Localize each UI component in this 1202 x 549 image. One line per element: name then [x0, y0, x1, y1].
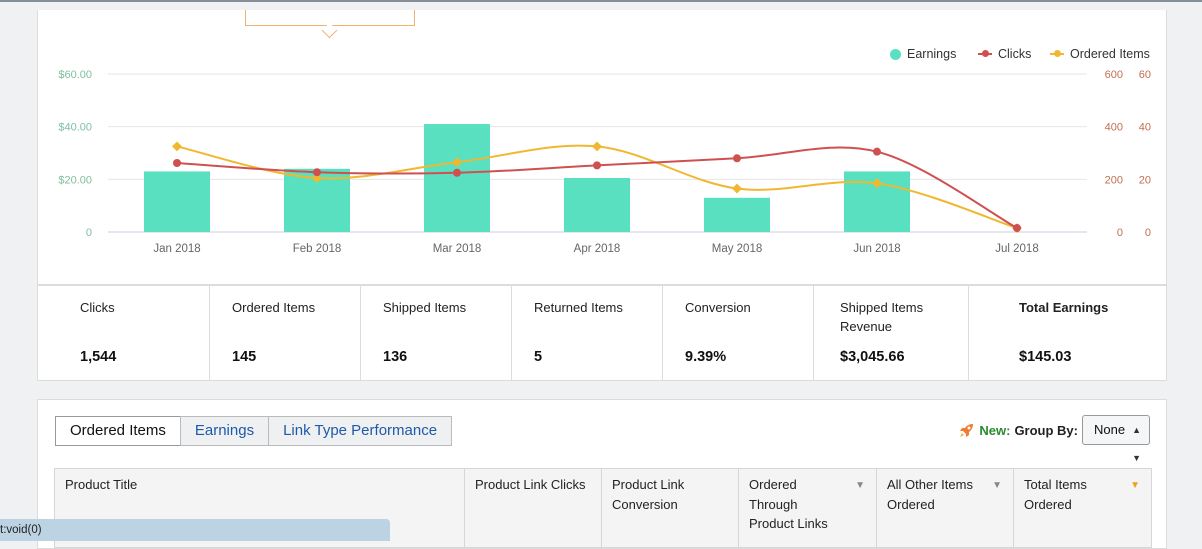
clicks-point	[173, 159, 181, 168]
column-product-link-clicks[interactable]: Product Link Clicks	[465, 469, 602, 547]
earnings-legend-icon	[890, 48, 901, 60]
earnings-chart: $60.00$40.00$20.00060040020006040200Jan …	[58, 69, 1151, 255]
clicks-legend-icon	[978, 50, 992, 57]
legend-clicks[interactable]: Clicks	[978, 47, 1031, 61]
y-tick-right-ordered: 20	[1139, 174, 1151, 186]
top-bar	[0, 0, 1202, 10]
stat-clicks: Clicks 1,544	[38, 286, 210, 380]
column-ordered-through-links[interactable]: Ordered Through Product Links ▼	[739, 469, 877, 547]
column-label: Total Items Ordered	[1024, 477, 1087, 512]
stat-returned-items: Returned Items 5	[512, 286, 663, 380]
y-tick-right-clicks: 400	[1105, 122, 1123, 134]
group-by-value: None	[1094, 422, 1126, 437]
sort-down-icon[interactable]: ▼	[992, 480, 1002, 491]
ordered-items-point	[452, 157, 462, 168]
column-product-title[interactable]: Product Title	[55, 469, 465, 547]
y-tick-right-ordered: 60	[1139, 69, 1151, 81]
ordered-items-point	[312, 173, 322, 183]
y-tick-left: $40.00	[58, 122, 92, 134]
x-tick-label: Jul 2018	[995, 243, 1038, 255]
tab-earnings[interactable]: Earnings	[179, 416, 270, 446]
stat-label: Conversion	[685, 300, 751, 315]
stat-value: $145.03	[1019, 349, 1072, 365]
x-tick-label: Feb 2018	[293, 243, 342, 255]
y-tick-right-clicks: 0	[1117, 227, 1123, 239]
column-label: Product Link Clicks	[475, 477, 586, 492]
ordered-items-point	[172, 141, 182, 152]
select-arrows-icon: ▲ ▼	[1132, 425, 1141, 463]
y-tick-right-clicks: 200	[1105, 174, 1123, 186]
stat-value: $3,045.66	[840, 349, 905, 365]
earnings-bar	[704, 197, 770, 232]
legend-ordered-items[interactable]: Ordered Items	[1050, 47, 1150, 61]
sort-active-icon[interactable]: ▼	[1130, 480, 1140, 491]
earnings-bar	[144, 171, 210, 232]
stat-value: 145	[232, 349, 257, 365]
x-tick-label: Jan 2018	[153, 243, 200, 255]
column-label: Product Link Conversion	[612, 477, 685, 512]
y-tick-right-ordered: 0	[1145, 227, 1151, 239]
legend-earnings[interactable]: Earnings	[890, 47, 956, 61]
column-label: Product Title	[65, 477, 138, 492]
top-border	[0, 0, 1202, 2]
sort-down-icon[interactable]: ▼	[855, 480, 865, 491]
y-tick-left: $60.00	[58, 69, 92, 81]
legend-ordered-items-label: Ordered Items	[1070, 47, 1150, 61]
clicks-point	[593, 161, 601, 170]
stat-label: Total Earnings	[1019, 300, 1109, 315]
clicks-point	[873, 147, 881, 156]
browser-status-bar: t:void(0)	[0, 519, 390, 541]
stat-label: Ordered Items	[232, 300, 316, 315]
stat-ordered-items: Ordered Items 145	[210, 286, 361, 380]
legend-clicks-label: Clicks	[998, 47, 1032, 61]
stat-label: Returned Items	[534, 300, 623, 315]
stat-conversion: Conversion 9.39%	[663, 286, 814, 380]
x-tick-label: Apr 2018	[574, 243, 621, 255]
y-tick-left: 0	[86, 227, 92, 239]
column-all-other-items[interactable]: All Other Items Ordered ▼	[877, 469, 1014, 547]
tooltip-callout	[245, 10, 415, 26]
stat-value: 136	[383, 349, 408, 365]
x-tick-label: Mar 2018	[433, 243, 482, 255]
legend-earnings-label: Earnings	[907, 47, 957, 61]
y-tick-right-clicks: 600	[1105, 69, 1123, 81]
ordered-items-point	[592, 141, 602, 152]
clicks-point	[453, 168, 461, 177]
stat-value: 5	[534, 349, 543, 365]
column-label: All Other Items Ordered	[887, 477, 973, 512]
stat-shipped-revenue: Shipped Items Revenue $3,045.66	[814, 286, 969, 380]
rocket-icon	[960, 424, 974, 437]
column-total-items-ordered[interactable]: Total Items Ordered ▼	[1014, 469, 1151, 547]
clicks-point	[733, 154, 741, 163]
ordered-items-point	[872, 178, 882, 189]
stat-value: 1,544	[80, 349, 117, 365]
column-label: Ordered Through Product Links	[749, 477, 828, 531]
new-badge: New:	[979, 422, 1011, 438]
report-tabs: Ordered Items Earnings Link Type Perform…	[55, 416, 453, 446]
ordered-items-point	[732, 183, 742, 194]
y-tick-left: $20.00	[58, 174, 92, 186]
x-tick-label: Jun 2018	[853, 243, 900, 255]
clicks-point	[1013, 224, 1021, 233]
stats-summary: Clicks 1,544 Ordered Items 145 Shipped I…	[37, 285, 1167, 381]
tab-ordered-items[interactable]: Ordered Items	[55, 416, 181, 446]
group-by-control: New: Group By: None ▲ ▼	[959, 415, 1150, 463]
earnings-bar	[564, 178, 630, 232]
stat-shipped-items: Shipped Items 136	[361, 286, 512, 380]
earnings-bar	[424, 124, 490, 232]
chart-panel: Earnings Clicks Ordered Items $60.00 $40.…	[37, 10, 1167, 285]
stat-label: Shipped Items	[383, 300, 467, 315]
x-tick-label: May 2018	[712, 243, 763, 255]
stat-total-earnings: Total Earnings $145.03	[969, 286, 1166, 380]
clicks-point	[313, 168, 321, 177]
group-by-label: Group By:	[1014, 422, 1078, 438]
y-tick-right-ordered: 40	[1139, 122, 1151, 134]
ordered-items-legend-icon	[1050, 48, 1064, 59]
stat-label: Shipped Items Revenue	[840, 300, 924, 334]
group-by-select[interactable]: None ▲ ▼	[1082, 415, 1150, 463]
column-product-link-conversion[interactable]: Product Link Conversion	[602, 469, 739, 547]
tab-link-type-performance[interactable]: Link Type Performance	[268, 416, 453, 446]
stat-value: 9.39%	[685, 349, 727, 365]
stat-label: Clicks	[80, 300, 115, 315]
